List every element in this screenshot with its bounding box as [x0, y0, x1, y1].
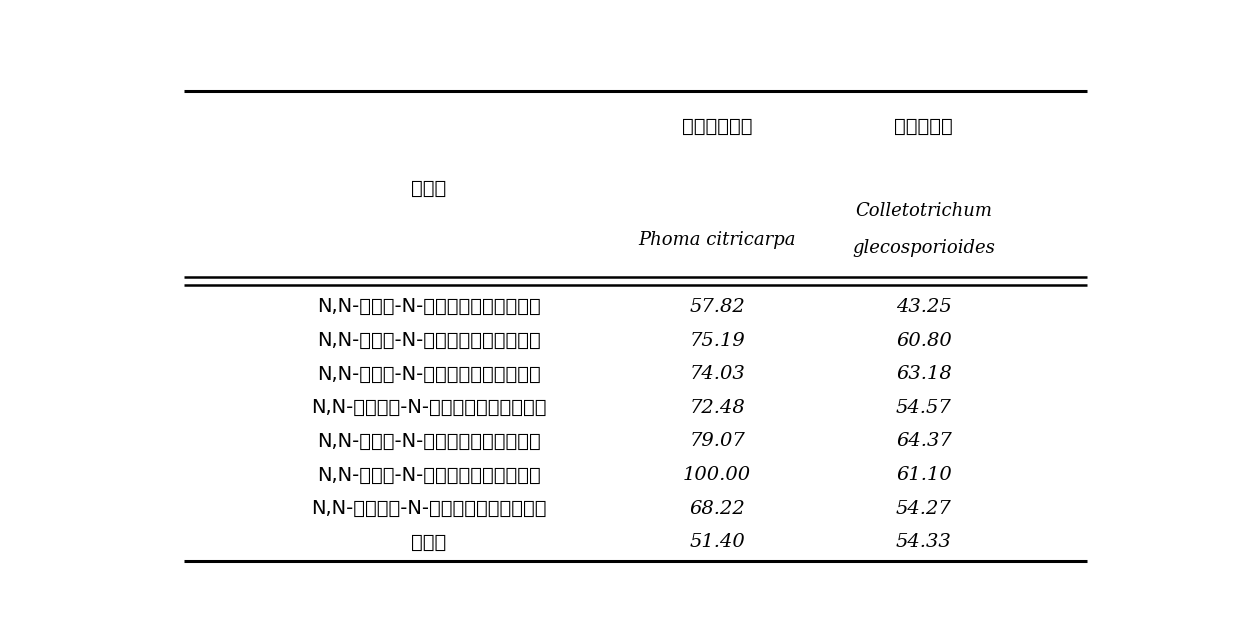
Text: 79.07: 79.07 [689, 432, 745, 451]
Text: 57.82: 57.82 [689, 298, 745, 316]
Text: Colletotrichum: Colletotrichum [856, 202, 992, 220]
Text: 柑橘茎点霉菌: 柑橘茎点霉菌 [682, 117, 753, 136]
Text: N,N-二正丙基-N-氢化诺卜基苄基溴化铵: N,N-二正丙基-N-氢化诺卜基苄基溴化铵 [311, 398, 547, 417]
Text: Phoma citricarpa: Phoma citricarpa [639, 231, 796, 249]
Text: 51.40: 51.40 [689, 534, 745, 551]
Text: 多菌灵: 多菌灵 [412, 533, 446, 551]
Text: 68.22: 68.22 [689, 499, 745, 517]
Text: 72.48: 72.48 [689, 399, 745, 417]
Text: 61.10: 61.10 [897, 466, 951, 484]
Text: 60.80: 60.80 [897, 331, 951, 349]
Text: 74.03: 74.03 [689, 365, 745, 383]
Text: N,N-二甲基-N-氢化诺卜基苄基碘化铵: N,N-二甲基-N-氢化诺卜基苄基碘化铵 [317, 432, 541, 451]
Text: 54.33: 54.33 [897, 534, 951, 551]
Text: 75.19: 75.19 [689, 331, 745, 349]
Text: N,N-二正丙基-N-氢化诺卜基苄基碘化铵: N,N-二正丙基-N-氢化诺卜基苄基碘化铵 [311, 499, 547, 518]
Text: 54.57: 54.57 [897, 399, 951, 417]
Text: 64.37: 64.37 [897, 432, 951, 451]
Text: 100.00: 100.00 [683, 466, 751, 484]
Text: 柑橘炭疽菌: 柑橘炭疽菌 [894, 117, 954, 136]
Text: 54.27: 54.27 [897, 499, 951, 517]
Text: N,N-二乙基-N-氢化诺卜基苄基溴化铵: N,N-二乙基-N-氢化诺卜基苄基溴化铵 [317, 365, 541, 384]
Text: N,N-二乙基-N-氢化诺卜基苄基碘化铵: N,N-二乙基-N-氢化诺卜基苄基碘化铵 [317, 465, 541, 485]
Text: N,N-二甲基-N-氢化诺卜基苄基溴化铵: N,N-二甲基-N-氢化诺卜基苄基溴化铵 [317, 331, 541, 350]
Text: glecosporioides: glecosporioides [852, 239, 996, 257]
Text: 化合物: 化合物 [412, 178, 446, 198]
Text: 43.25: 43.25 [897, 298, 951, 316]
Text: N,N-二甲基-N-氢化诺卜基苄基氯化铵: N,N-二甲基-N-氢化诺卜基苄基氯化铵 [317, 297, 541, 317]
Text: 63.18: 63.18 [897, 365, 951, 383]
